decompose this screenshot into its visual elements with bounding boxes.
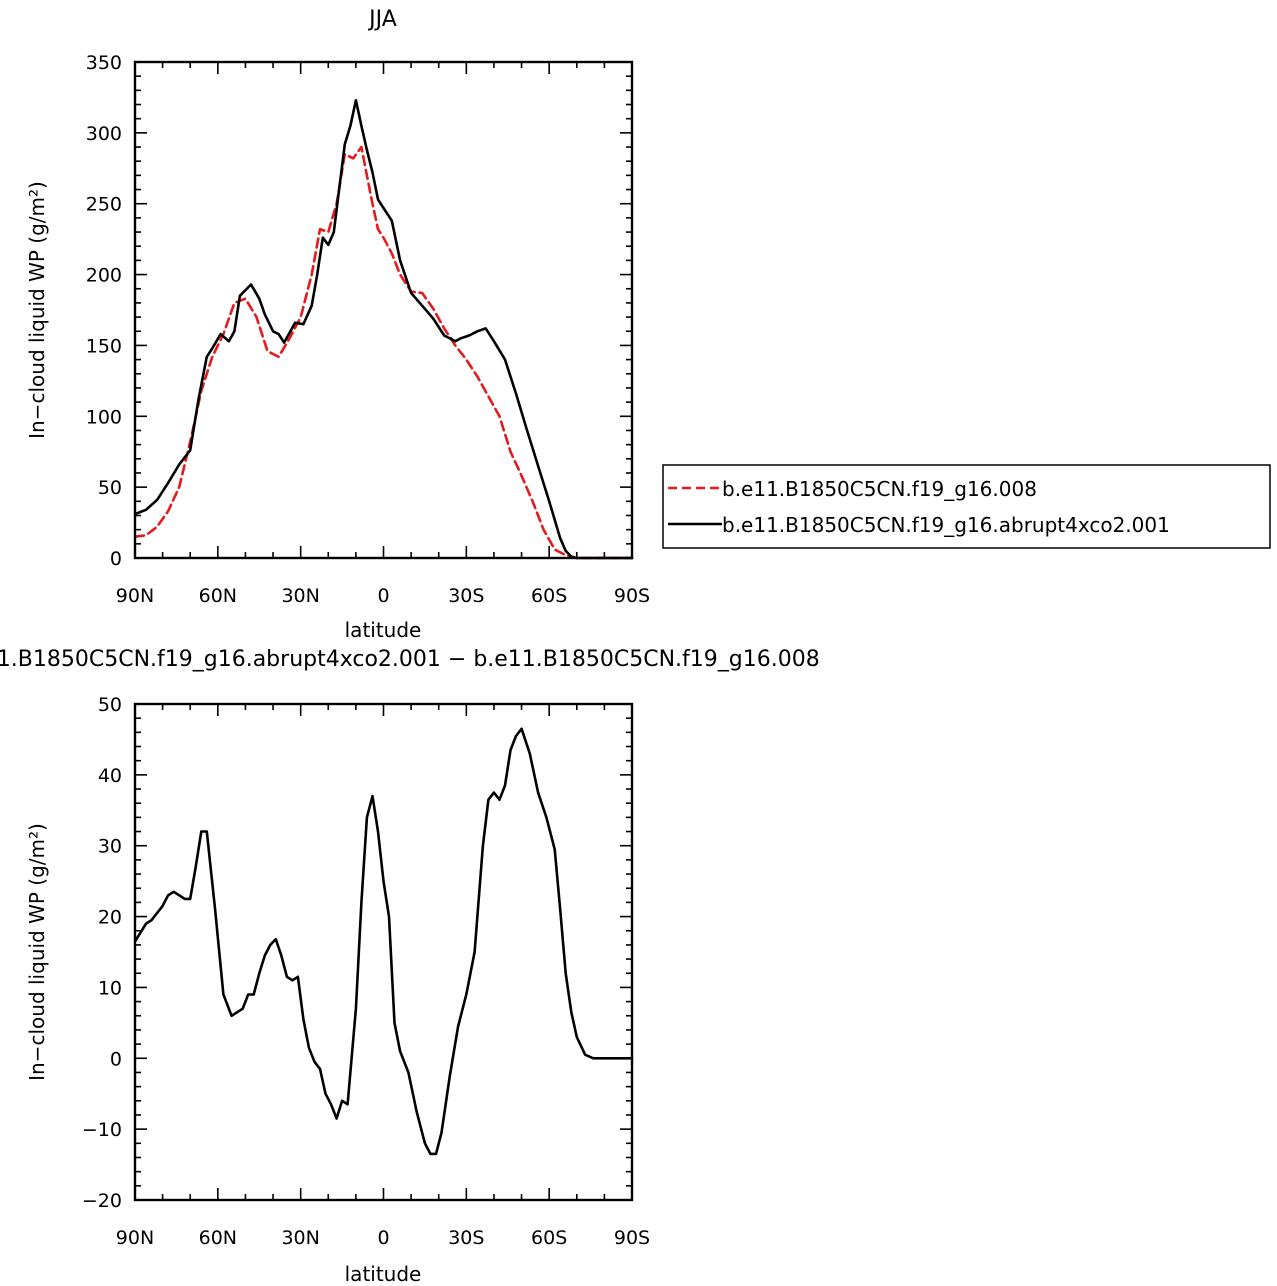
y-tick-label: 250 (86, 194, 122, 216)
x-tick-label: 90S (614, 585, 650, 607)
y-tick-label: 0 (110, 1048, 122, 1070)
x-tick-label: 30N (281, 1227, 319, 1249)
legend: b.e11.B1850C5CN.f19_g16.008 b.e11.B1850C… (662, 464, 1271, 549)
x-tick-label: 60S (531, 585, 567, 607)
x-tick-label: 0 (377, 1227, 389, 1249)
y-tick-label: 0 (110, 548, 122, 570)
x-tick-label: 60N (199, 1227, 237, 1249)
bottom-y-axis-title: In−cloud liquid WP (g/m²) (25, 823, 49, 1081)
x-tick-label: 60N (199, 585, 237, 607)
bottom-chart: b.e11.B1850C5CN.f19_g16.abrupt4xco2.001 … (0, 647, 820, 1286)
bottom-series-line-0 (133, 727, 634, 1156)
y-tick-label: 50 (98, 694, 122, 716)
legend-label-abrupt4xco2: b.e11.B1850C5CN.f19_g16.abrupt4xco2.001 (722, 513, 1170, 537)
x-tick-label: 90N (116, 585, 154, 607)
bottom-plot-frame (133, 702, 634, 1202)
y-tick-label: 50 (98, 477, 122, 499)
y-tick-label: 150 (86, 335, 122, 357)
y-tick-label: 350 (86, 52, 122, 74)
top-series-line-0 (133, 145, 634, 560)
y-tick-label: 300 (86, 123, 122, 145)
top-y-axis-title: In−cloud liquid WP (g/m²) (25, 181, 49, 439)
x-tick-label: 30S (448, 585, 484, 607)
top-chart-title: JJA (367, 7, 397, 32)
y-tick-label: 200 (86, 265, 122, 287)
bottom-chart-title: b.e11.B1850C5CN.f19_g16.abrupt4xco2.001 … (0, 647, 820, 672)
y-tick-label: 20 (98, 907, 122, 929)
y-tick-label: −10 (82, 1119, 122, 1141)
x-tick-label: 60S (531, 1227, 567, 1249)
y-tick-label: 100 (86, 406, 122, 428)
legend-label-control: b.e11.B1850C5CN.f19_g16.008 (722, 477, 1037, 501)
bottom-x-axis-title: latitude (345, 1262, 422, 1286)
y-tick-label: −20 (82, 1190, 122, 1212)
top-x-axis-title: latitude (345, 618, 422, 642)
x-tick-label: 0 (377, 585, 389, 607)
x-tick-label: 90N (116, 1227, 154, 1249)
legend-box (662, 464, 1271, 549)
top-plot-frame (133, 60, 634, 560)
top-chart: JJA 0 50 100 150 200 250 300 350 90N 60N 30N 0 30S 60… (25, 7, 650, 642)
x-tick-label: 30S (448, 1227, 484, 1249)
top-series-line-1 (133, 99, 634, 560)
y-tick-label: 40 (98, 765, 122, 787)
y-tick-label: 10 (98, 977, 122, 999)
x-tick-label: 30N (281, 585, 319, 607)
x-tick-label: 90S (614, 1227, 650, 1249)
y-tick-label: 30 (98, 836, 122, 858)
